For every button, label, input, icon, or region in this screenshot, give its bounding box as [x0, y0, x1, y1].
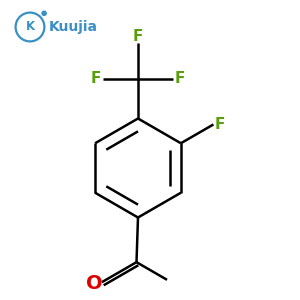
- Text: O: O: [86, 274, 103, 293]
- Text: F: F: [91, 71, 101, 86]
- Text: F: F: [175, 71, 185, 86]
- Text: F: F: [133, 29, 143, 44]
- Text: K: K: [26, 20, 34, 34]
- Text: Kuujia: Kuujia: [49, 20, 98, 34]
- Text: F: F: [215, 117, 225, 132]
- Circle shape: [42, 11, 46, 15]
